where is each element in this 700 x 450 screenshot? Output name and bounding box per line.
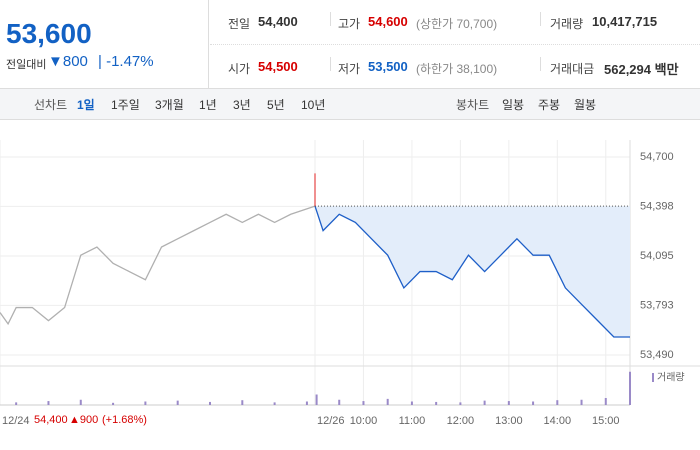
change-pct-value: -1.47% xyxy=(106,53,154,70)
divider xyxy=(330,57,331,71)
area xyxy=(315,206,630,337)
stat-label: 고가 xyxy=(338,17,361,31)
change-label: 전일대비 xyxy=(6,59,47,71)
tab[interactable]: 주봉 xyxy=(538,98,561,112)
change: ▼800 xyxy=(48,53,88,70)
volume-bar xyxy=(241,400,244,405)
price-box xyxy=(0,0,209,88)
stat-value: 562,294 백만 xyxy=(604,62,679,77)
price-line xyxy=(314,205,630,338)
annotation-change: ▲900 xyxy=(69,414,99,426)
volume-bar xyxy=(338,399,341,405)
divider xyxy=(540,12,541,26)
tab[interactable]: 5년 xyxy=(267,98,285,112)
stat-value: 54,400 xyxy=(258,14,298,29)
x-tick-label: 15:00 xyxy=(592,415,620,427)
y-tick-label: 53,793 xyxy=(640,299,674,311)
volume-bar xyxy=(79,399,82,405)
annotation-pct: (+1.68%) xyxy=(102,414,147,426)
tab-group-label: 봉차트 xyxy=(456,98,490,112)
y-tick-label: 53,490 xyxy=(640,349,674,361)
volume-bar xyxy=(410,401,413,405)
x-tick-label: 12/26 xyxy=(317,415,345,427)
stat-label: 저가 xyxy=(338,62,361,76)
tab-group-label: 선차트 xyxy=(34,98,68,112)
volume-bar xyxy=(209,401,211,405)
volume-bar xyxy=(580,399,583,405)
change-value: 800 xyxy=(62,53,88,70)
x-tick-label: 13:00 xyxy=(495,415,523,427)
x-tick-label: 14:00 xyxy=(544,415,572,427)
stat-value: 54,500 xyxy=(258,59,298,74)
x-tick-label: 12:00 xyxy=(447,415,475,427)
change-pct: | -1.47% xyxy=(98,53,154,70)
volume-bar xyxy=(15,402,18,405)
volume-bar xyxy=(507,401,510,405)
stat-label: 시가 xyxy=(228,62,251,76)
stat-label: 거래량 xyxy=(550,17,584,31)
price-line xyxy=(0,205,316,326)
price: 53,600 xyxy=(6,18,92,49)
tab[interactable]: 월봉 xyxy=(574,98,597,112)
divider xyxy=(210,44,700,45)
tab[interactable]: 3개월 xyxy=(155,98,184,112)
y-tick-label: 54,095 xyxy=(640,250,674,262)
legend-swatch xyxy=(652,373,654,382)
tab[interactable]: 1일 xyxy=(77,98,95,112)
stat-note: (하한가 38,100) xyxy=(416,62,498,76)
x-tick-label: 10:00 xyxy=(350,415,378,427)
volume-bar xyxy=(362,401,365,405)
volume-bar xyxy=(112,402,115,405)
tab[interactable]: 1년 xyxy=(199,98,217,112)
stat-value: 53,500 xyxy=(368,59,408,74)
volume-bar xyxy=(273,402,276,405)
tab-bar xyxy=(0,88,700,120)
y-tick-label: 54,398 xyxy=(640,200,674,212)
tab[interactable]: 10년 xyxy=(301,98,326,112)
stat-note: (상한가 70,700) xyxy=(416,17,498,31)
volume-bar xyxy=(459,402,462,405)
volume-bar xyxy=(144,401,147,405)
volume-bar xyxy=(386,398,389,405)
volume-bar xyxy=(176,400,179,405)
tab[interactable]: 일봉 xyxy=(502,98,525,112)
legend-label: 거래량 xyxy=(657,372,685,384)
stat-label: 거래대금 xyxy=(550,62,595,76)
volume-bar xyxy=(629,371,631,405)
annotation-price: 54,400 xyxy=(34,414,68,426)
volume-bar xyxy=(604,398,607,405)
x-tick-label: 12/24 xyxy=(2,415,30,427)
stat-value: 54,600 xyxy=(368,14,408,29)
volume-bar xyxy=(315,394,318,405)
volume-bar xyxy=(483,400,486,405)
stat-value: 10,417,715 xyxy=(592,14,658,29)
y-tick-label: 54,700 xyxy=(640,151,674,163)
divider xyxy=(540,57,541,71)
volume-bar xyxy=(435,401,438,405)
volume-bar xyxy=(47,401,50,405)
tab[interactable]: 1주일 xyxy=(111,98,140,112)
volume-bar xyxy=(556,400,559,405)
tab[interactable]: 3년 xyxy=(233,98,251,112)
x-tick-label: 11:00 xyxy=(399,415,426,427)
stat-label: 전일 xyxy=(228,17,251,31)
volume-bar xyxy=(532,401,535,405)
divider xyxy=(330,12,331,26)
volume-bar xyxy=(305,401,308,405)
